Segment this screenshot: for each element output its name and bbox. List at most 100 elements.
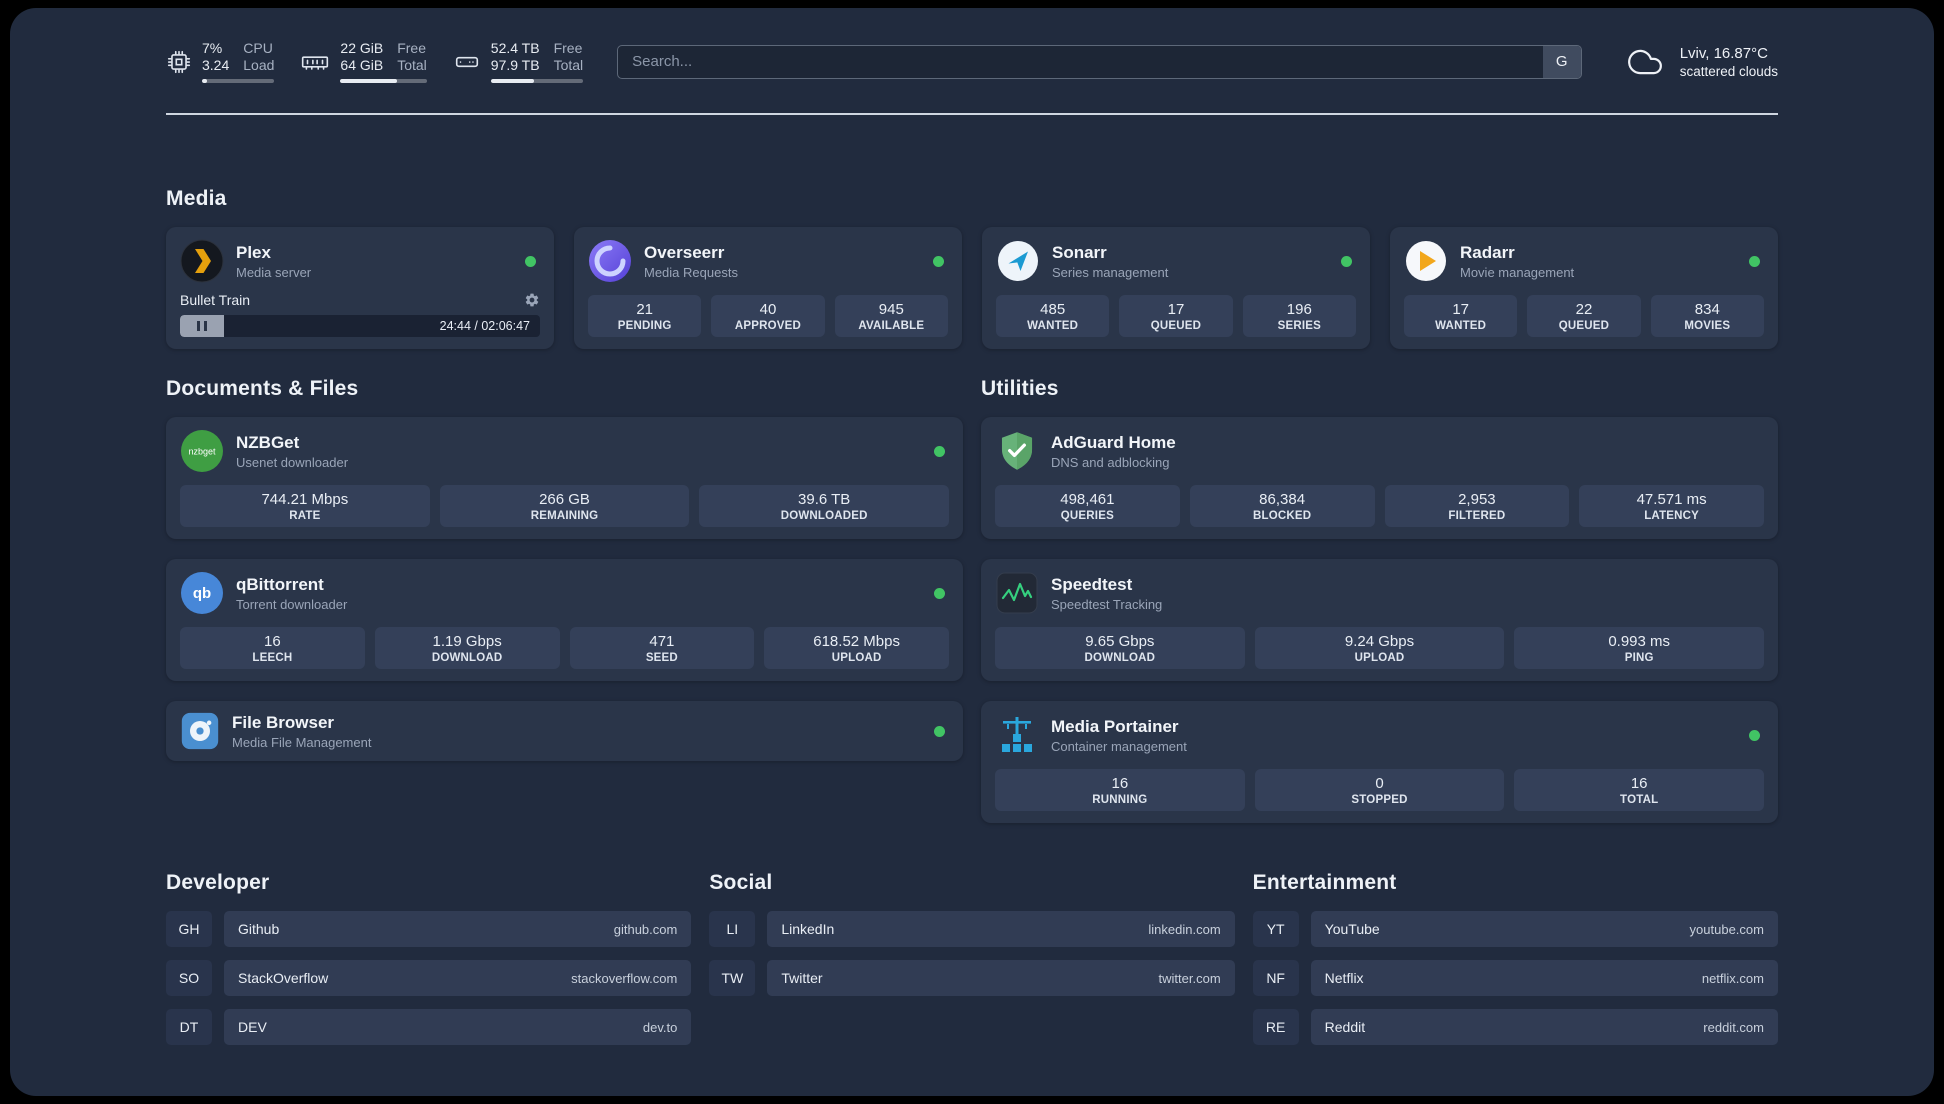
bookmark-abbr: TW: [709, 960, 756, 996]
bookmark-domain: linkedin.com: [1148, 921, 1221, 937]
status-dot: [1749, 255, 1760, 267]
bookmark-netflix[interactable]: NF Netflix netflix.com: [1252, 960, 1778, 996]
stat-label: SERIES: [1277, 320, 1322, 332]
app-subtitle: DNS and adblocking: [1051, 454, 1170, 470]
stat-label: WANTED: [1435, 320, 1487, 332]
app-name: Overseerr: [644, 242, 725, 262]
status-dot: [1749, 729, 1760, 741]
bookmark-abbr: LI: [709, 911, 756, 947]
bookmark-linkedin[interactable]: LI LinkedIn linkedin.com: [709, 911, 1235, 947]
status-dot: [933, 255, 944, 267]
app-card-media-portainer[interactable]: Media Portainer Container management 16 …: [981, 701, 1778, 823]
bookmark-abbr: NF: [1252, 960, 1299, 996]
top-bar: 7% 3.24 CPU Load: [166, 40, 1778, 83]
app-card-sonarr[interactable]: Sonarr Series management 485 WANTED 17 Q…: [982, 227, 1370, 349]
app-card-speedtest[interactable]: Speedtest Speedtest Tracking 9.65 Gbps D…: [981, 559, 1778, 681]
bookmark-abbr: GH: [166, 911, 212, 947]
status-dot: [934, 445, 945, 457]
bookmark-github[interactable]: GH Github github.com: [166, 911, 692, 947]
stat-value: 47.571 ms: [1636, 491, 1707, 508]
bookmark-domain: youtube.com: [1689, 921, 1764, 937]
stat-queued: 17 QUEUED: [1119, 295, 1233, 337]
stat-value: 17: [1167, 301, 1185, 318]
cpu-load-average: 3.24: [202, 57, 230, 73]
bookmark-name: Reddit: [1324, 1019, 1366, 1035]
cpu-load-label: Load: [243, 57, 275, 73]
app-subtitle: Container management: [1051, 738, 1187, 754]
bookmark-name: StackOverflow: [238, 970, 329, 986]
app-subtitle: Usenet downloader: [236, 454, 349, 470]
stat-upload: 9.24 Gbps UPLOAD: [1254, 627, 1505, 669]
search-engine-button[interactable]: G: [1542, 45, 1581, 78]
app-name: qBittorrent: [236, 574, 324, 594]
disk-total-value: 97.9 TB: [490, 57, 540, 73]
stats-row: 744.21 Mbps RATE 266 GB REMAINING 39.6 T…: [180, 485, 950, 527]
pause-button[interactable]: [180, 315, 224, 337]
app-titles: Plex Media server: [236, 243, 513, 280]
stat-approved: 40 APPROVED: [711, 295, 825, 337]
bookmark-name: Twitter: [781, 970, 823, 986]
svg-text:nzbget: nzbget: [188, 447, 216, 457]
stat-label: AVAILABLE: [858, 320, 925, 332]
section-title-utilities: Utilities: [981, 377, 1059, 400]
app-card-qbittorrent[interactable]: qb qBittorrent Torrent downloader: [166, 559, 963, 681]
status-dot: [1341, 255, 1352, 267]
bookmark-domain: stackoverflow.com: [571, 970, 678, 986]
app-card-nzbget[interactable]: nzbget NZBGet Usenet downloader 74: [166, 417, 963, 539]
stat-value: 1.19 Gbps: [432, 633, 502, 650]
stat-label: STOPPED: [1351, 794, 1408, 806]
stat-label: PENDING: [617, 320, 672, 332]
stat-label: UPLOAD: [1354, 652, 1405, 664]
section-media: Media Plex Media server: [166, 187, 1778, 349]
file-browser-icon: [180, 711, 220, 751]
playback-progress-bar[interactable]: 24:44 / 02:06:47: [180, 315, 540, 337]
stat-value: 471: [649, 633, 675, 650]
stat-seed: 471 SEED: [569, 627, 755, 669]
stat-running: 16 RUNNING: [995, 769, 1245, 811]
stat-value: 16: [1630, 775, 1648, 792]
stat-blocked: 86,384 BLOCKED: [1189, 485, 1375, 527]
stat-value: 744.21 Mbps: [261, 491, 349, 508]
ram-usage-bar: [340, 79, 427, 83]
stat-label: REMAINING: [530, 510, 599, 522]
bookmark-twitter[interactable]: TW Twitter twitter.com: [709, 960, 1235, 996]
app-titles: Overseerr Media Requests: [644, 243, 921, 280]
gear-icon[interactable]: [524, 292, 540, 308]
section-utilities: Utilities: [981, 377, 1778, 823]
ram-total-label: Total: [397, 57, 427, 73]
stats-row: 17 WANTED 22 QUEUED 834 MOVIES: [1404, 295, 1764, 337]
app-subtitle: Movie management: [1460, 264, 1575, 280]
stat-rate: 744.21 Mbps RATE: [180, 485, 430, 527]
ram-free-label: Free: [397, 40, 427, 56]
status-dot: [934, 587, 945, 599]
stats-row: 16 LEECH 1.19 Gbps DOWNLOAD 471 SEED: [180, 627, 949, 669]
app-titles: Media Portainer Container management: [1051, 717, 1737, 754]
app-card-file-browser[interactable]: File Browser Media File Management: [166, 701, 963, 761]
search-input[interactable]: [617, 44, 1582, 79]
cpu-usage-percent: 7%: [202, 40, 223, 56]
bookmark-reddit[interactable]: RE Reddit reddit.com: [1252, 1009, 1778, 1045]
stat-label: APPROVED: [734, 320, 802, 332]
stat-downloaded: 39.6 TB DOWNLOADED: [699, 485, 950, 527]
bookmark-stackoverflow[interactable]: SO StackOverflow stackoverflow.com: [166, 960, 692, 996]
bookmark-youtube[interactable]: YT YouTube youtube.com: [1252, 911, 1778, 947]
ram-free-value: 22 GiB: [340, 40, 384, 56]
bookmark-name: Github: [238, 921, 280, 937]
stat-download: 9.65 Gbps DOWNLOAD: [995, 627, 1245, 669]
stat-value: 0: [1375, 775, 1384, 792]
app-card-plex[interactable]: Plex Media server Bullet Train: [166, 227, 554, 349]
speedtest-icon: [995, 571, 1039, 615]
stats-row: 21 PENDING 40 APPROVED 945 AVAILABLE: [588, 295, 948, 337]
app-card-adguard-home[interactable]: AdGuard Home DNS and adblocking 498,461 …: [981, 417, 1778, 539]
stat-value: 9.24 Gbps: [1344, 633, 1415, 650]
stat-label: FILTERED: [1448, 510, 1506, 522]
app-card-radarr[interactable]: Radarr Movie management 17 WANTED 22 QUE…: [1390, 227, 1778, 349]
disk-total-label: Total: [553, 57, 584, 73]
bookmark-dev[interactable]: DT DEV dev.to: [166, 1009, 692, 1045]
header-divider: [166, 113, 1778, 115]
app-name: Sonarr: [1052, 242, 1107, 262]
stat-label: DOWNLOADED: [780, 510, 868, 522]
app-card-overseerr[interactable]: Overseerr Media Requests 21 PENDING 40 A…: [574, 227, 962, 349]
stat-value: 196: [1286, 301, 1312, 318]
plex-icon: [180, 239, 224, 283]
